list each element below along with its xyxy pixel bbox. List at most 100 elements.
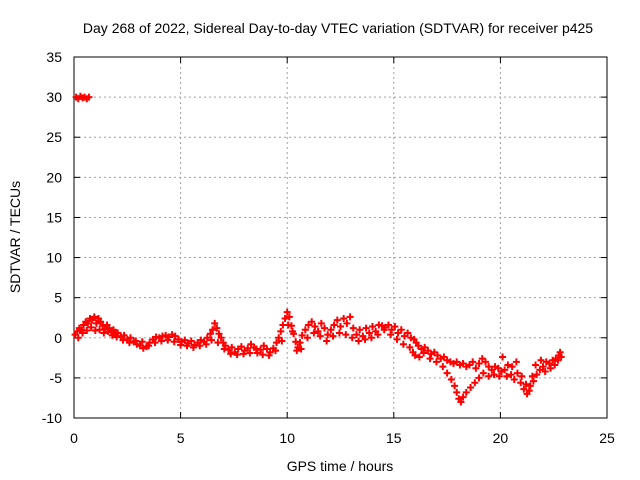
- data-point: [451, 382, 459, 390]
- data-points: [71, 92, 565, 406]
- data-point: [529, 377, 537, 385]
- data-point: [259, 351, 267, 359]
- data-point: [109, 326, 117, 334]
- data-point: [554, 356, 562, 364]
- data-point: [289, 327, 297, 335]
- data-series-0: [71, 308, 565, 406]
- plot-frame: [73, 56, 608, 419]
- data-point: [525, 387, 533, 395]
- data-point: [138, 338, 146, 346]
- data-point: [120, 331, 128, 339]
- data-point: [151, 339, 159, 347]
- data-point: [547, 364, 555, 372]
- data-point: [233, 351, 241, 359]
- data-point: [349, 324, 357, 332]
- y-tick-label: 35: [46, 49, 62, 65]
- data-point: [296, 339, 304, 347]
- data-point: [244, 344, 252, 352]
- data-point: [411, 351, 419, 359]
- data-point: [348, 334, 356, 342]
- data-point: [447, 375, 455, 383]
- data-point: [475, 374, 483, 382]
- data-point: [343, 319, 351, 327]
- data-point: [239, 350, 247, 358]
- data-point: [215, 330, 223, 338]
- data-point: [170, 338, 178, 346]
- data-point: [79, 329, 87, 337]
- data-point: [503, 372, 511, 380]
- x-tick-label: 15: [386, 430, 402, 446]
- data-point: [177, 341, 185, 349]
- data-point: [314, 327, 322, 335]
- data-point: [537, 356, 545, 364]
- data-point: [273, 339, 281, 347]
- data-point: [265, 351, 273, 359]
- data-point: [187, 337, 195, 345]
- data-point: [303, 334, 311, 342]
- data-point: [323, 337, 331, 345]
- data-point: [213, 324, 221, 332]
- data-point: [330, 321, 338, 329]
- x-tick-label: 10: [279, 430, 295, 446]
- data-point: [92, 319, 100, 327]
- data-point: [391, 323, 399, 331]
- data-point: [469, 358, 477, 366]
- data-point: [84, 319, 92, 327]
- data-point: [362, 324, 370, 332]
- data-point: [329, 332, 337, 340]
- data-point: [113, 333, 121, 341]
- data-point: [426, 355, 434, 363]
- data-point: [439, 363, 447, 371]
- data-point: [297, 345, 305, 353]
- data-series-1: [72, 92, 93, 103]
- data-point: [501, 366, 509, 374]
- data-point: [513, 369, 521, 377]
- data-point: [311, 323, 319, 331]
- data-point: [278, 337, 286, 345]
- data-point: [87, 323, 95, 331]
- data-point: [125, 339, 133, 347]
- data-point: [237, 343, 245, 351]
- data-point: [551, 361, 559, 369]
- data-point: [324, 331, 332, 339]
- data-point: [164, 336, 172, 344]
- data-point: [246, 349, 254, 357]
- data-point: [157, 337, 165, 345]
- data-point: [284, 321, 292, 329]
- data-point: [317, 319, 325, 327]
- y-tick-label: 15: [46, 209, 62, 225]
- axis-ticks: 0 5 10 15 20 25 -10 -5 0 5 10 15 20 25 30 35: [42, 49, 615, 446]
- data-point: [252, 345, 260, 353]
- data-point: [220, 345, 228, 353]
- data-point: [415, 353, 423, 361]
- data-point: [399, 340, 407, 348]
- x-axis-label: GPS time / hours: [287, 458, 394, 474]
- data-point: [293, 347, 301, 355]
- y-tick-label: -5: [50, 370, 63, 386]
- data-point: [337, 323, 344, 331]
- data-point: [520, 385, 528, 393]
- data-point: [472, 364, 480, 372]
- data-point: [457, 398, 465, 406]
- y-tick-label: 20: [46, 169, 62, 185]
- data-point: [301, 326, 309, 334]
- data-point: [352, 331, 360, 339]
- data-point: [374, 331, 382, 339]
- data-point: [90, 313, 98, 321]
- data-point: [556, 348, 564, 356]
- data-point: [384, 321, 392, 329]
- data-point: [517, 379, 525, 387]
- grid-lines: [74, 57, 607, 418]
- data-point: [316, 332, 324, 340]
- data-point: [539, 363, 547, 371]
- data-point: [490, 371, 498, 379]
- data-point: [367, 334, 375, 342]
- data-point: [495, 372, 503, 380]
- data-point: [380, 326, 388, 334]
- data-point: [533, 371, 541, 379]
- data-point: [100, 329, 108, 337]
- data-point: [321, 324, 329, 332]
- data-point: [310, 329, 318, 337]
- data-point: [183, 342, 191, 350]
